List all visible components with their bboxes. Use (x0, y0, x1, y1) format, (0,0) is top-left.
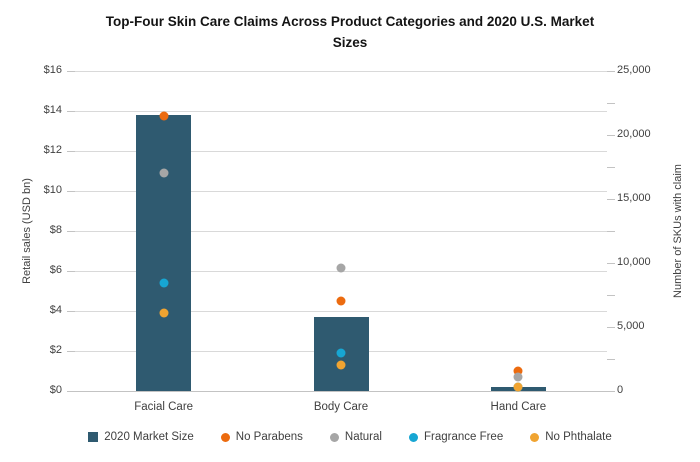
point-fragrance-free-facial-care (159, 278, 169, 288)
left-tick-label: $12 (43, 144, 62, 156)
point-natural-body-care (336, 263, 346, 273)
legend-item-no-phthalate: No Phthalate (530, 431, 612, 443)
right-tick-mark (607, 359, 615, 360)
right-tick-mark (607, 71, 615, 72)
right-tick-mark (607, 135, 615, 136)
circle-marker-icon (530, 432, 540, 442)
legend-item-natural: Natural (329, 431, 382, 443)
bar-facial-care (136, 115, 192, 391)
left-tick-label: $4 (49, 304, 62, 316)
left-tick-mark (67, 271, 75, 272)
gridline (75, 231, 607, 232)
legend-item-no-parabens: No Parabens (220, 431, 303, 443)
point-no-parabens-hand-care (513, 366, 523, 376)
left-tick-label: $6 (49, 264, 62, 276)
circle-marker-icon (220, 432, 230, 442)
legend-label: No Phthalate (545, 431, 612, 443)
gridline (75, 151, 607, 152)
chart-title: Top-Four Skin Care Claims Across Product… (105, 14, 595, 50)
right-tick-label: 0 (617, 384, 624, 396)
circle-marker-icon (329, 432, 339, 442)
gridline (75, 191, 607, 192)
gridline (75, 71, 607, 72)
left-tick-label: $16 (43, 64, 62, 76)
right-axis-tick-labels: 25,000 20,000 15,000 10,000 5,000 0 (617, 64, 687, 396)
left-tick-mark (67, 391, 75, 392)
right-tick-label: 25,000 (617, 64, 651, 76)
legend-label: Fragrance Free (423, 431, 504, 443)
point-no-parabens-facial-care (159, 111, 169, 121)
right-tick-label: 5,000 (617, 320, 645, 332)
right-tick-mark (607, 231, 615, 232)
left-tick-mark (67, 71, 75, 72)
right-axis-title: Number of SKUs with claim (672, 164, 684, 298)
left-tick-mark (67, 151, 75, 152)
left-tick-mark (67, 191, 75, 192)
x-axis-line (75, 391, 607, 392)
legend-label: 2020 Market Size (104, 431, 194, 443)
gridline (75, 111, 607, 112)
left-tick-mark (67, 231, 75, 232)
circle-marker-icon (408, 432, 418, 442)
left-tick-label: $2 (49, 344, 62, 356)
left-axis-tick-labels: $16 $14 $12 $10 $8 $6 $4 $2 $0 (0, 64, 62, 396)
left-tick-mark (67, 351, 75, 352)
legend-item-2020-market-size: 2020 Market Size (88, 431, 194, 443)
point-fragrance-free-body-care (336, 348, 346, 358)
right-tick-mark (607, 167, 615, 168)
left-tick-mark (67, 311, 75, 312)
plot-area (75, 71, 607, 392)
point-no-parabens-body-care (336, 296, 346, 306)
x-label-facial-care: Facial Care (134, 401, 194, 413)
legend: 2020 Market Size No Parabens Natural Fragra… (0, 431, 700, 443)
right-tick-mark (607, 103, 615, 104)
legend-label: Natural (344, 431, 382, 443)
left-tick-label: $8 (49, 224, 62, 236)
right-tick-mark (607, 263, 615, 264)
right-tick-mark (607, 327, 615, 328)
x-label-hand-care: Hand Care (490, 401, 547, 413)
x-label-body-care: Body Care (313, 401, 369, 413)
right-tick-label: 15,000 (617, 192, 651, 204)
point-natural-facial-care (159, 168, 169, 178)
left-tick-label: $0 (49, 384, 62, 396)
legend-item-fragrance-free: Fragrance Free (408, 431, 504, 443)
right-tick-mark (607, 295, 615, 296)
point-no-phthalate-hand-care (513, 382, 523, 392)
left-tick-label: $14 (43, 104, 62, 116)
legend-label: No Parabens (235, 431, 303, 443)
right-tick-mark (607, 391, 615, 392)
square-marker-icon (88, 432, 99, 442)
left-axis-title: Retail sales (USD bn) (21, 178, 33, 284)
point-no-phthalate-body-care (336, 360, 346, 370)
right-tick-mark (607, 199, 615, 200)
left-tick-mark (67, 111, 75, 112)
gridline (75, 311, 607, 312)
point-natural-hand-care (513, 372, 523, 382)
left-tick-label: $10 (43, 184, 62, 196)
point-no-phthalate-facial-care (159, 308, 169, 318)
right-tick-label: 20,000 (617, 128, 651, 140)
right-tick-label: 10,000 (617, 256, 651, 268)
